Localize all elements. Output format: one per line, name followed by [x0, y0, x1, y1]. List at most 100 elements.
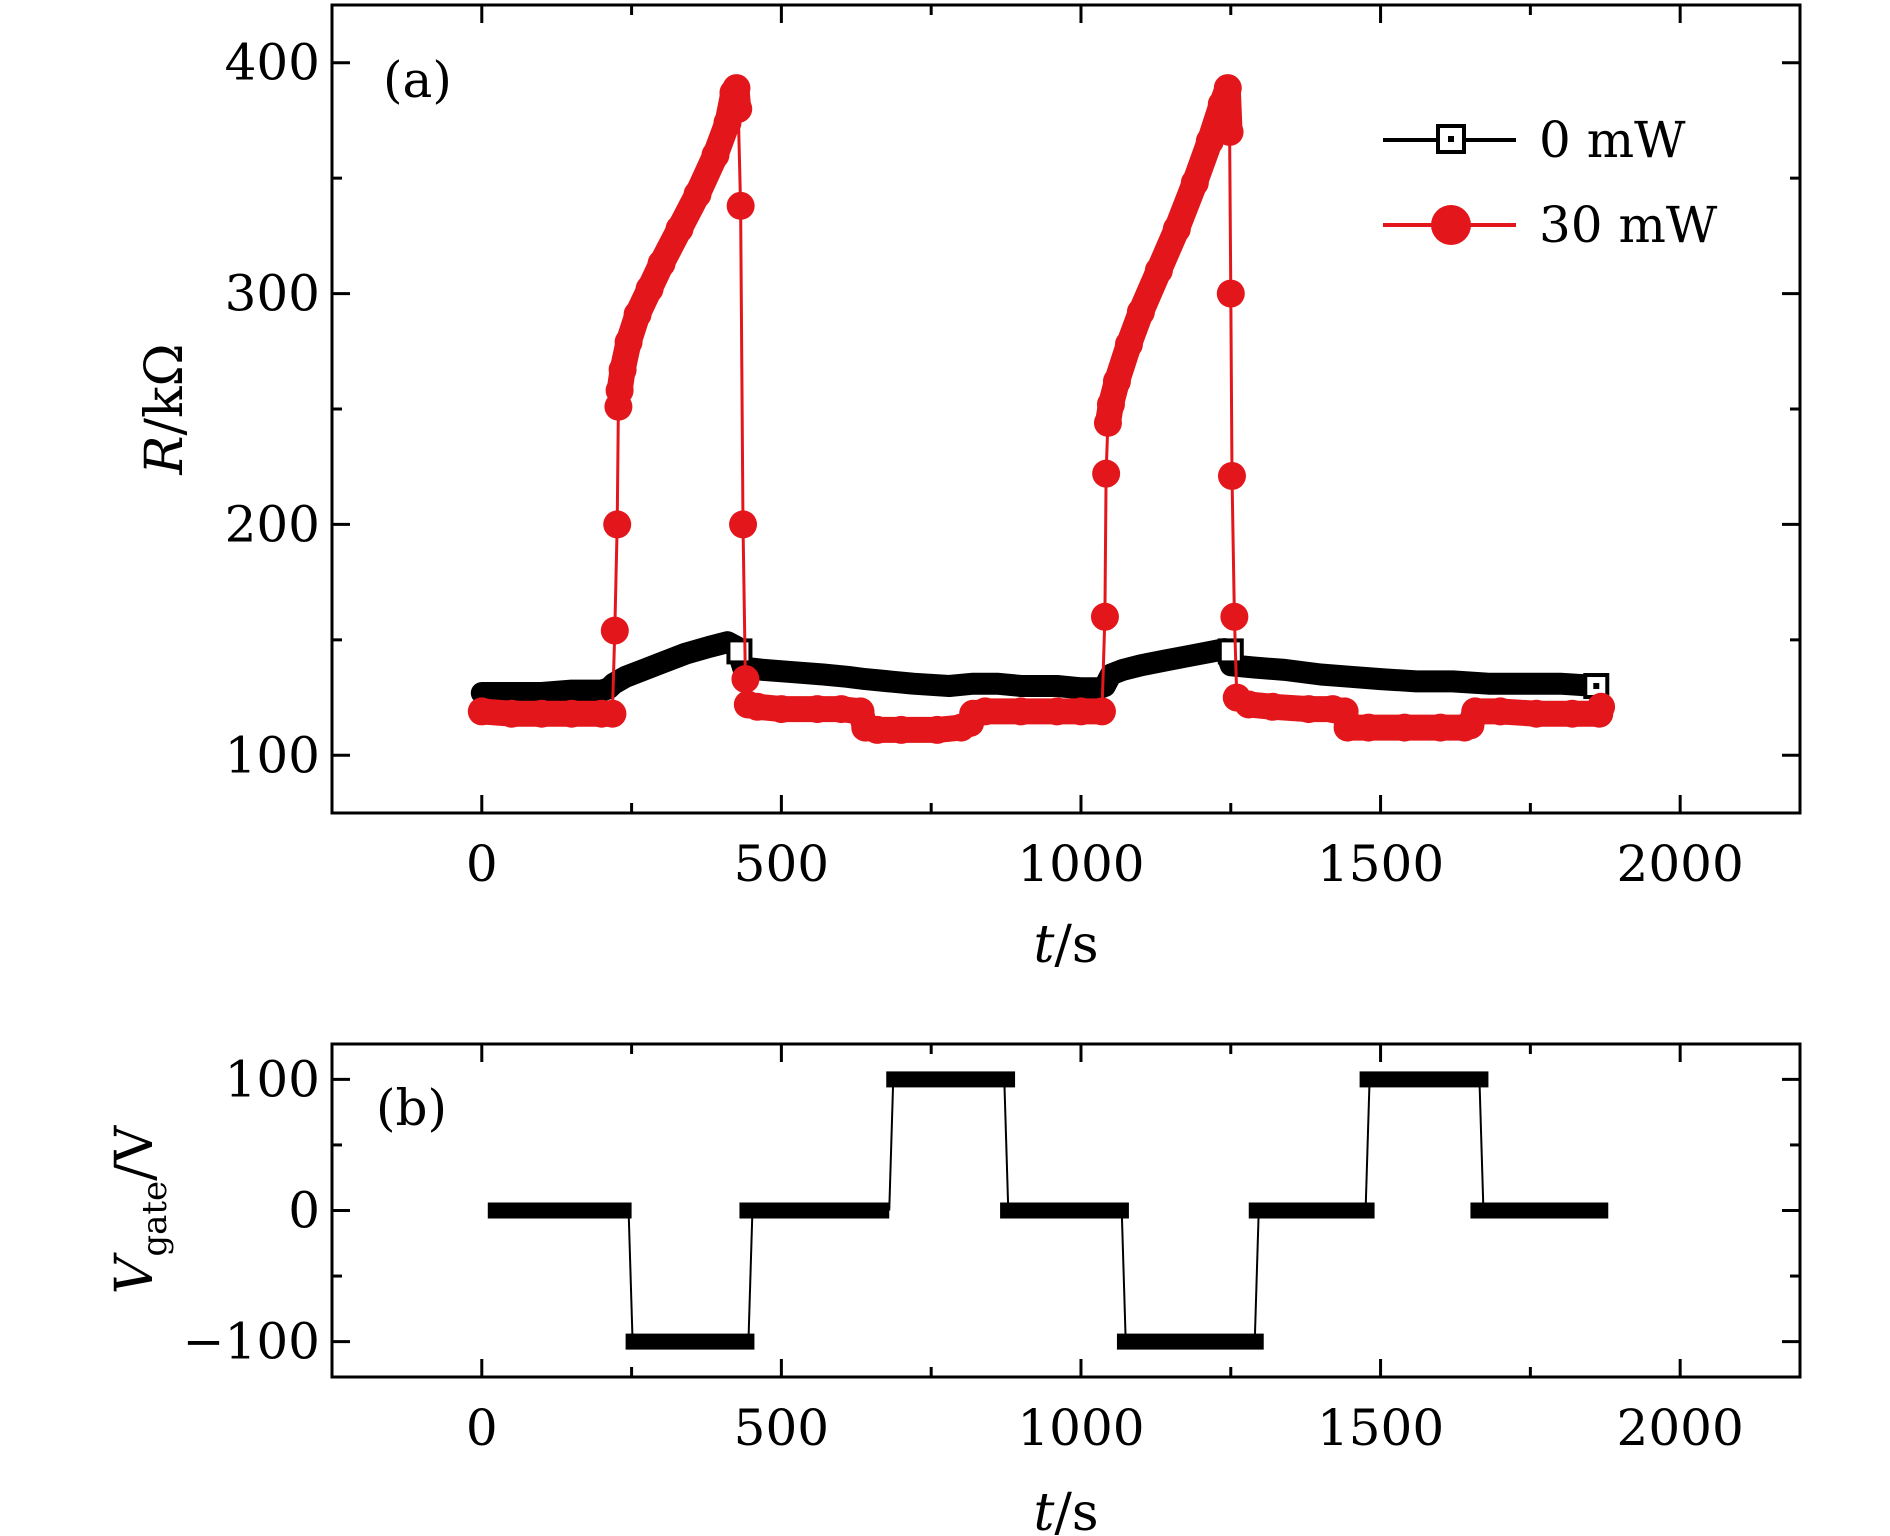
- data-point-30-mw: [1522, 699, 1551, 728]
- panel-b-tag: (b): [376, 1079, 447, 1137]
- data-point-dot-0-mw: [1593, 683, 1600, 690]
- gate-transition: [888, 1079, 895, 1211]
- data-point-30-mw: [1220, 602, 1249, 631]
- gate-segment: [1116, 1333, 1264, 1350]
- data-point-30-mw: [608, 355, 637, 384]
- gate-transition: [1364, 1079, 1371, 1211]
- panel-b-series: [487, 1071, 1609, 1350]
- gate-segment: [1248, 1202, 1375, 1219]
- data-point-30-mw: [726, 191, 755, 220]
- data-point-30-mw: [1162, 214, 1191, 243]
- data-point-30-mw: [803, 695, 832, 724]
- data-point-30-mw: [1294, 695, 1323, 724]
- data-point-30-mw: [1090, 602, 1119, 631]
- data-point-30-mw: [731, 665, 760, 694]
- data-point-30-mw: [1216, 279, 1245, 308]
- y-tick-label: 0: [288, 1182, 320, 1240]
- gate-transition: [627, 1210, 634, 1342]
- legend-item-0mw: 0 mW: [1383, 111, 1686, 169]
- data-point-30-mw: [1354, 713, 1383, 742]
- data-point-30-mw: [600, 616, 629, 645]
- x-tick-label: 1000: [1017, 835, 1144, 893]
- gate-segment: [1359, 1071, 1489, 1088]
- data-point-30-mw: [1087, 697, 1116, 726]
- data-point-30-mw: [1066, 697, 1095, 726]
- data-point-30-mw: [603, 510, 632, 539]
- gate-transition: [1478, 1079, 1485, 1211]
- panel-a-x-axis-title: t/s: [1033, 915, 1098, 975]
- y-tick-label: −100: [183, 1313, 320, 1371]
- data-point-30-mw: [971, 697, 1000, 726]
- x-tick-label: 2000: [1617, 1399, 1744, 1457]
- series-band-0-mw: [470, 631, 1608, 704]
- gate-transition: [747, 1210, 754, 1342]
- data-point-30-mw: [1144, 256, 1173, 285]
- data-point-30-mw: [724, 94, 753, 123]
- y-tick-label: 300: [225, 265, 320, 323]
- data-point-30-mw: [1102, 367, 1131, 396]
- gate-segment: [886, 1071, 1016, 1088]
- data-point-30-mw: [1234, 690, 1263, 719]
- gate-segment: [1000, 1202, 1129, 1219]
- gate-segment: [625, 1333, 755, 1350]
- x-tick-label: 1500: [1317, 1399, 1444, 1457]
- legend-marker-0mw-dot: [1448, 136, 1454, 142]
- x-tick-label: 500: [734, 835, 829, 893]
- legend: 0 mW 30 mW: [1383, 111, 1718, 254]
- legend-label-30mw: 30 mW: [1539, 196, 1718, 254]
- data-point-30-mw: [614, 328, 643, 357]
- data-point-30-mw: [1007, 697, 1036, 726]
- panel-b-gate-voltage-plot: 0 500 1000 1500 2000 −100 0 100 (b) t/s Vgate/V: [105, 1042, 1802, 1536]
- data-point-30-mw: [1258, 692, 1287, 721]
- y-tick-label: 400: [225, 34, 320, 92]
- panel-a-y-axis-title: R/kΩ: [135, 343, 195, 475]
- panel-b-x-axis-title: t/s: [1033, 1483, 1098, 1536]
- gate-transition: [1003, 1079, 1010, 1211]
- gate-segment: [739, 1202, 890, 1219]
- data-point-30-mw: [887, 715, 916, 744]
- series-line-30-mw: [481, 86, 1603, 732]
- data-point-30-mw: [647, 249, 676, 278]
- data-point-30-mw: [598, 699, 627, 728]
- data-point-30-mw: [497, 699, 526, 728]
- data-point-30-mw: [1461, 697, 1490, 726]
- legend-marker-30mw: [1431, 205, 1471, 245]
- data-point-30-mw: [605, 376, 634, 405]
- data-point-30-mw: [743, 692, 772, 721]
- data-point-30-mw: [1114, 330, 1143, 359]
- data-point-30-mw: [1092, 459, 1121, 488]
- x-tick-label: 0: [466, 835, 498, 893]
- panel-a-tag: (a): [383, 51, 452, 109]
- x-tick-label: 2000: [1617, 835, 1744, 893]
- data-point-30-mw: [1558, 699, 1587, 728]
- panel-a-resistance-plot: 0 500 1000 1500 2000 100 200 300 400 (a) t/s R/k…: [135, 3, 1802, 975]
- gate-segment: [487, 1202, 632, 1219]
- data-point-30-mw: [701, 141, 730, 170]
- data-point-30-mw: [1390, 713, 1419, 742]
- gate-transition: [1253, 1210, 1260, 1342]
- data-point-30-mw: [1217, 461, 1246, 490]
- data-point-30-mw: [1096, 390, 1125, 419]
- x-tick-label: 0: [466, 1399, 498, 1457]
- data-point-30-mw: [623, 300, 652, 329]
- data-point-30-mw: [1486, 697, 1515, 726]
- data-point-30-mw: [863, 715, 892, 744]
- data-point-30-mw: [1215, 117, 1244, 146]
- x-tick-label: 1000: [1017, 1399, 1144, 1457]
- data-point-30-mw: [557, 699, 586, 728]
- y-tick-label: 100: [225, 726, 320, 784]
- y-tick-label: 200: [225, 495, 320, 553]
- data-point-30-mw: [635, 274, 664, 303]
- data-point-30-mw: [1213, 74, 1242, 103]
- panel-b-ticks: 0 500 1000 1500 2000 −100 0 100: [183, 1044, 1800, 1457]
- data-point-30-mw: [923, 715, 952, 744]
- x-tick-label: 500: [734, 1399, 829, 1457]
- data-point-30-mw: [1180, 168, 1209, 197]
- data-point-30-mw: [729, 510, 758, 539]
- data-point-30-mw: [1426, 713, 1455, 742]
- y-tick-label: 100: [225, 1050, 320, 1108]
- panel-b-y-axis-title: Vgate/V: [105, 1124, 175, 1294]
- panel-a-ticks: 0 500 1000 1500 2000 100 200 300 400: [225, 5, 1800, 893]
- data-point-30-mw: [665, 214, 694, 243]
